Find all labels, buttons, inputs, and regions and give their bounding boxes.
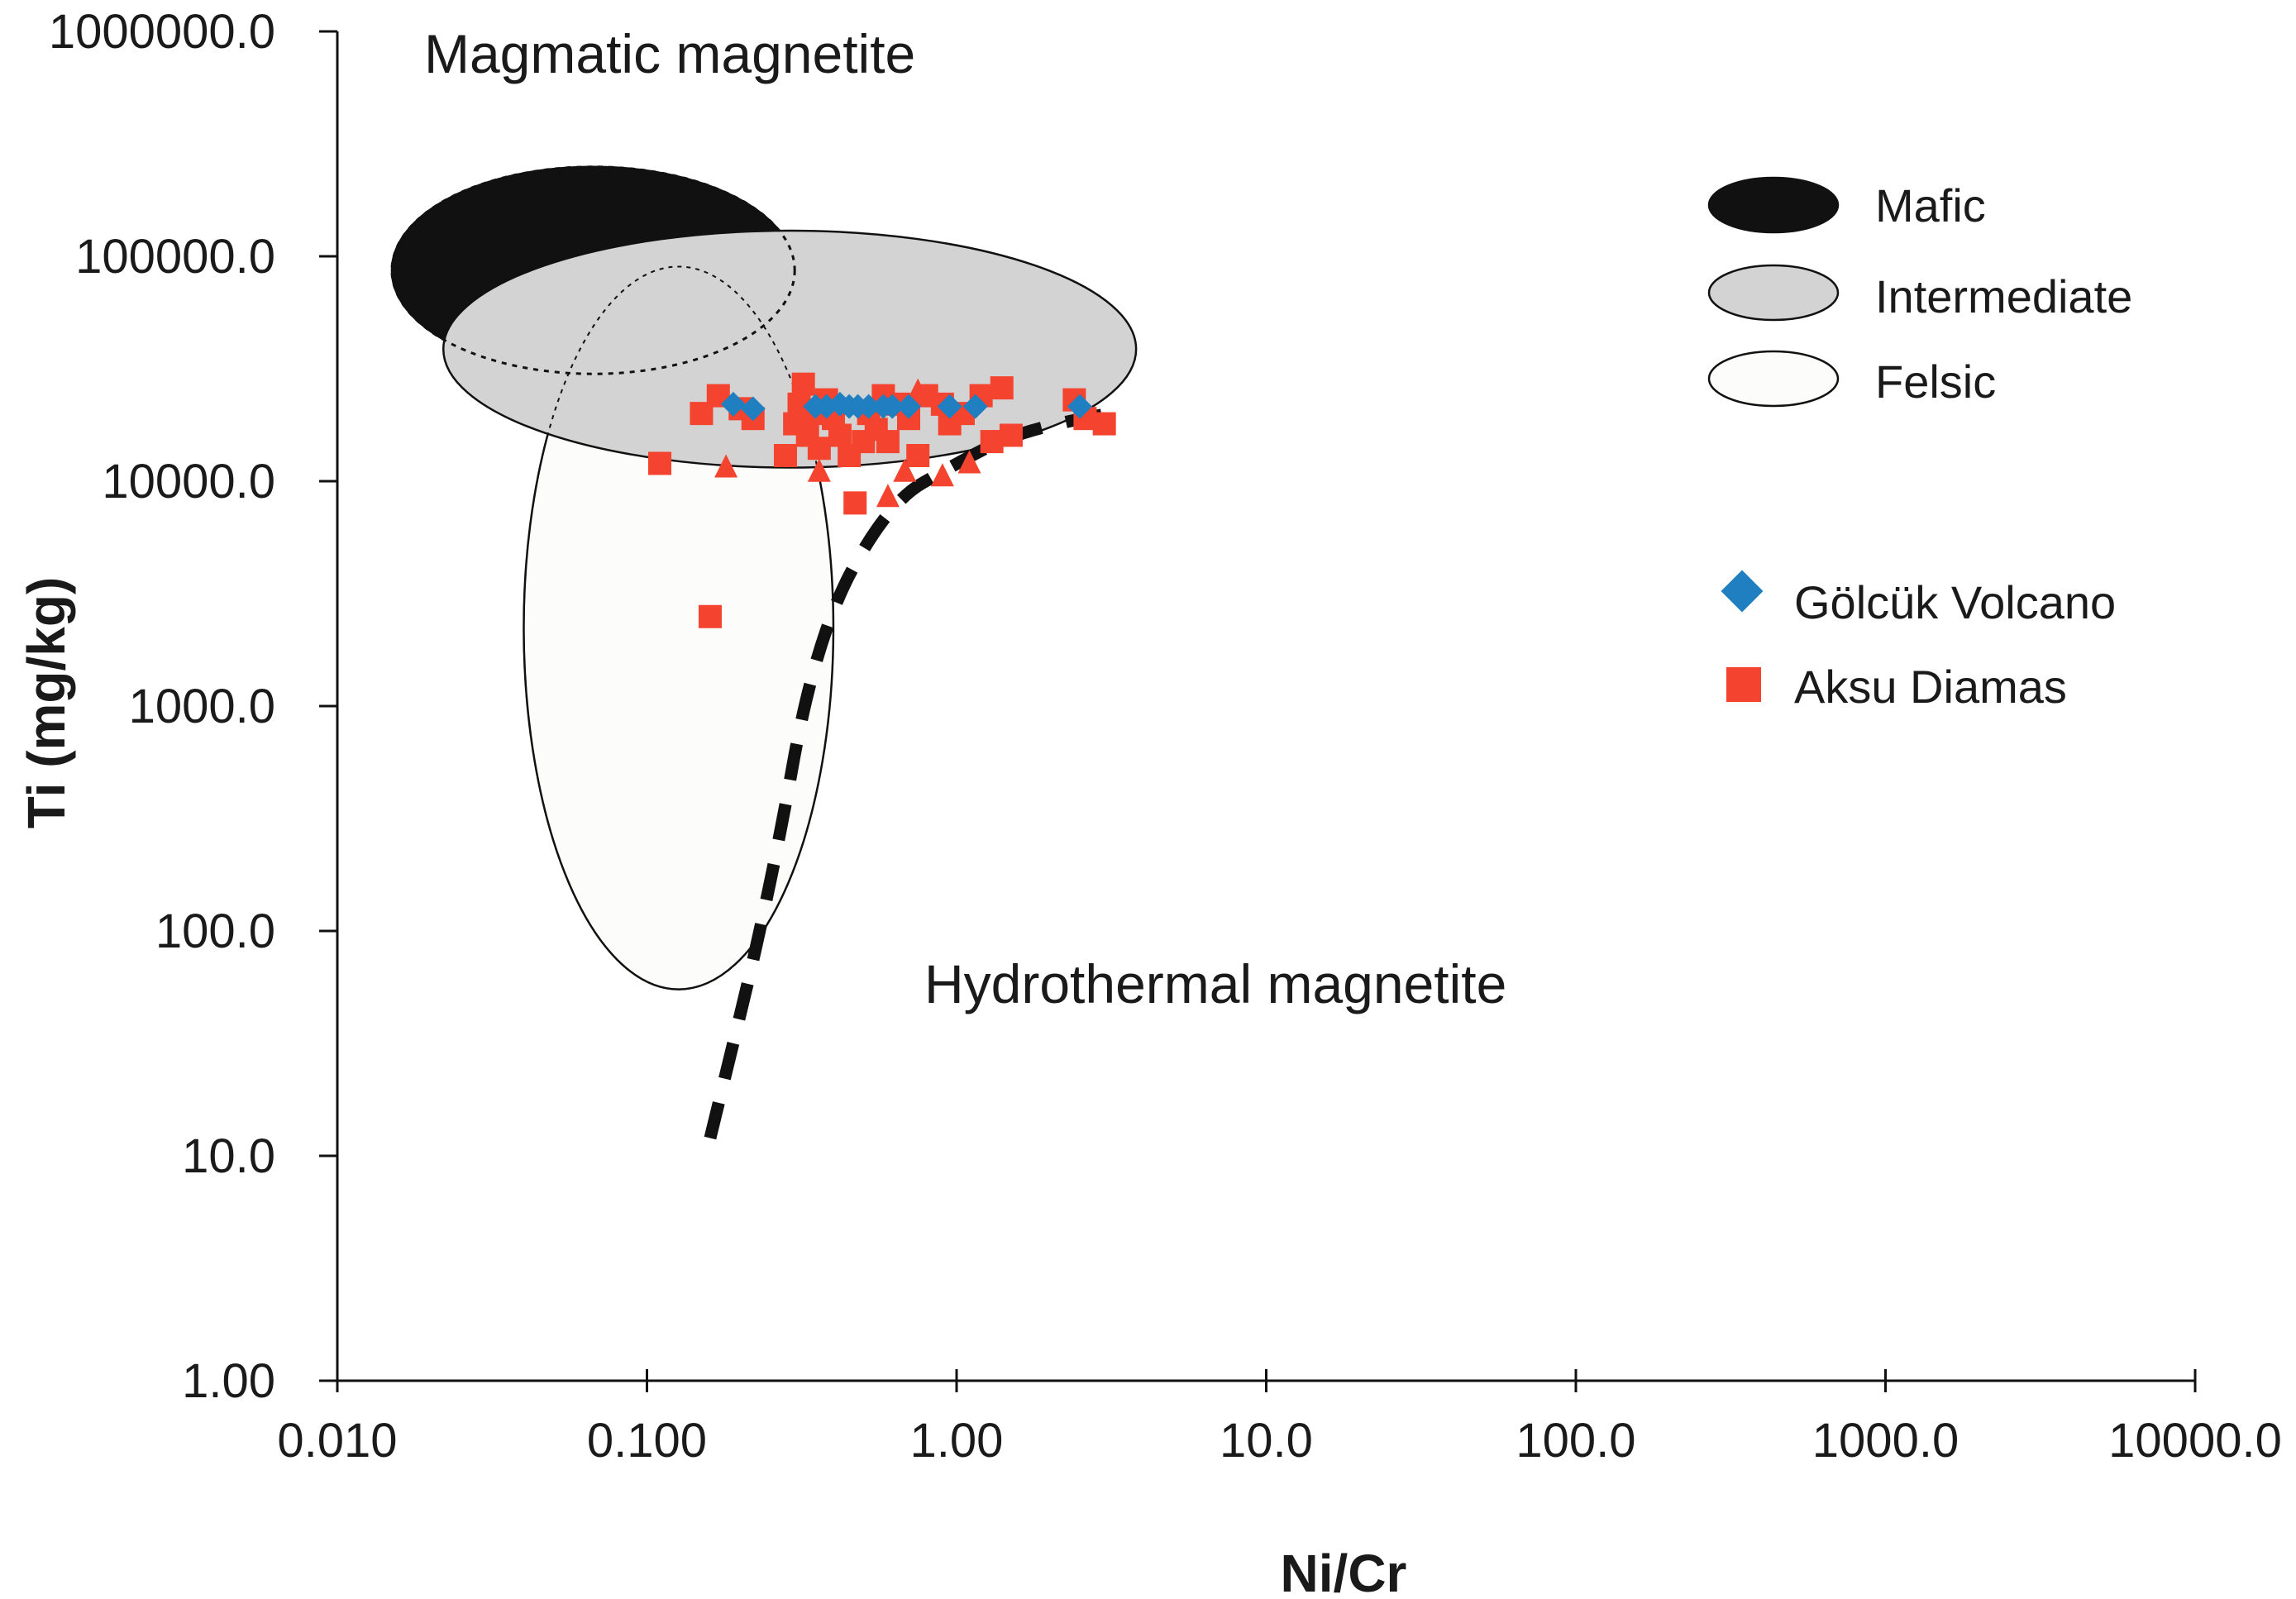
data-points <box>648 372 1116 628</box>
legend-label-golcuk: Gölcük Volcano <box>1794 576 2116 628</box>
y-axis-title: Ti (mg/kg) <box>17 577 76 829</box>
x-tick-label: 0.010 <box>277 1414 397 1468</box>
legend-label-felsic: Felsic <box>1875 356 1996 408</box>
legend-swatch-felsic <box>1707 350 1840 408</box>
data-point-diamond <box>962 394 988 419</box>
data-point-diamond <box>880 394 905 419</box>
y-tick-label: 100000.0 <box>75 230 275 284</box>
legend: Mafic Intermediate Felsic Gölcük Volcano… <box>1707 176 2132 713</box>
data-point-square <box>698 604 722 628</box>
data-point-square <box>843 491 867 515</box>
data-point-triangle <box>930 463 954 487</box>
x-tick-label: 10000.0 <box>2108 1414 2282 1468</box>
data-point-square <box>999 423 1023 447</box>
data-point-diamond <box>740 396 766 422</box>
legend-marker-aksu <box>1726 667 1761 702</box>
y-ticks: 1.00 10.0 100.0 1000.0 10000.0 100000.0 100000… <box>49 5 337 1408</box>
x-tick-label: 1.00 <box>910 1414 1004 1468</box>
magmatic-magnetite-label: Magmatic magnetite <box>424 23 915 84</box>
axes: 0.010 0.100 1.00 10.0 100.0 1000.0 10000.0 1.0… <box>49 5 2282 1468</box>
x-tick-label: 10.0 <box>1220 1414 1313 1468</box>
data-point-triangle <box>876 484 900 508</box>
legend-marker-golcuk <box>1721 570 1764 613</box>
legend-swatch-mafic <box>1707 176 1840 234</box>
data-point-square <box>773 444 797 468</box>
x-tick-label: 1000.0 <box>1812 1414 1959 1468</box>
data-point-square <box>807 437 831 461</box>
legend-label-aksu: Aksu Diamas <box>1794 661 2067 713</box>
data-point-square <box>1092 412 1116 436</box>
data-point-triangle <box>714 454 738 478</box>
y-tick-label: 1000.0 <box>129 680 275 733</box>
legend-swatch-intermediate <box>1707 264 1840 322</box>
legend-label-intermediate: Intermediate <box>1875 270 2132 322</box>
data-point-triangle <box>807 458 831 482</box>
compositional-fields <box>390 165 1138 990</box>
y-tick-label: 10.0 <box>182 1129 275 1183</box>
x-tick-label: 100.0 <box>1516 1414 1635 1468</box>
data-point-diamond <box>720 391 746 417</box>
x-axis-title: Ni/Cr <box>1281 1544 1407 1599</box>
y-tick-label: 1000000.0 <box>49 5 275 59</box>
data-point-square <box>906 444 930 468</box>
y-tick-label: 10000.0 <box>102 455 275 508</box>
data-point-square <box>648 451 672 475</box>
series-triangle <box>714 378 981 508</box>
data-point-triangle <box>906 378 930 402</box>
series-diamond <box>720 391 1093 422</box>
y-tick-label: 1.00 <box>182 1354 275 1408</box>
x-ticks: 0.010 0.100 1.00 10.0 100.0 1000.0 10000.0 <box>277 1369 2282 1468</box>
data-point-triangle <box>893 458 917 482</box>
y-tick-label: 100.0 <box>155 905 275 958</box>
data-point-square <box>990 376 1014 400</box>
hydrothermal-magnetite-label: Hydrothermal magnetite <box>924 953 1506 1014</box>
data-point-diamond <box>895 394 921 419</box>
field-mafic-hidden-outline <box>390 165 796 375</box>
data-point-square <box>791 372 815 396</box>
x-tick-label: 0.100 <box>587 1414 707 1468</box>
data-point-diamond <box>856 394 881 419</box>
data-point-diamond <box>1067 394 1093 419</box>
data-point-square <box>828 423 852 447</box>
data-point-triangle <box>957 450 981 474</box>
legend-label-mafic: Mafic <box>1875 179 1986 231</box>
data-point-diamond <box>937 394 962 419</box>
data-point-square <box>876 430 900 454</box>
